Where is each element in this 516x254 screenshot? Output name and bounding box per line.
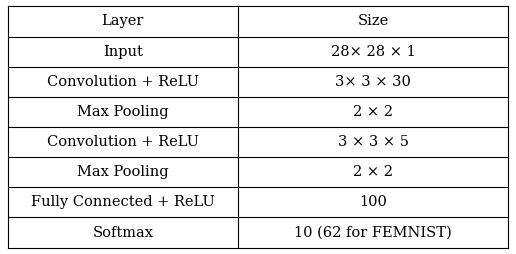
Text: Layer: Layer bbox=[102, 14, 144, 28]
Text: 10 (62 for FEMNIST): 10 (62 for FEMNIST) bbox=[294, 226, 452, 240]
Text: Fully Connected + ReLU: Fully Connected + ReLU bbox=[31, 195, 215, 209]
Text: Softmax: Softmax bbox=[92, 226, 153, 240]
Text: Max Pooling: Max Pooling bbox=[77, 105, 169, 119]
Text: Size: Size bbox=[358, 14, 389, 28]
Text: Max Pooling: Max Pooling bbox=[77, 165, 169, 179]
Text: 2 × 2: 2 × 2 bbox=[353, 165, 393, 179]
Text: 3 × 3 × 5: 3 × 3 × 5 bbox=[337, 135, 409, 149]
Text: 2 × 2: 2 × 2 bbox=[353, 105, 393, 119]
Text: Convolution + ReLU: Convolution + ReLU bbox=[47, 135, 199, 149]
Text: 3× 3 × 30: 3× 3 × 30 bbox=[335, 75, 411, 89]
Text: Input: Input bbox=[103, 45, 143, 59]
Text: 100: 100 bbox=[359, 195, 387, 209]
Text: Convolution + ReLU: Convolution + ReLU bbox=[47, 75, 199, 89]
Text: 28× 28 × 1: 28× 28 × 1 bbox=[331, 45, 415, 59]
